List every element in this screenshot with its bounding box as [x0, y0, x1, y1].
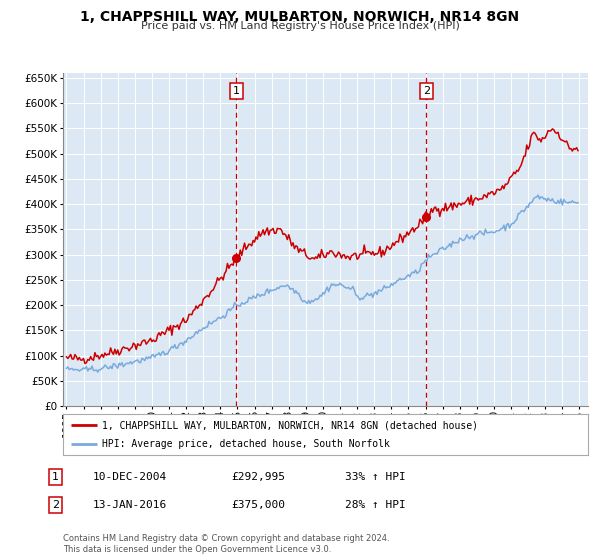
- Text: 1, CHAPPSHILL WAY, MULBARTON, NORWICH, NR14 8GN (detached house): 1, CHAPPSHILL WAY, MULBARTON, NORWICH, N…: [103, 421, 478, 430]
- Text: 10-DEC-2004: 10-DEC-2004: [93, 472, 167, 482]
- Text: 2: 2: [52, 500, 59, 510]
- Text: 2: 2: [422, 86, 430, 96]
- Text: 28% ↑ HPI: 28% ↑ HPI: [345, 500, 406, 510]
- Text: HPI: Average price, detached house, South Norfolk: HPI: Average price, detached house, Sout…: [103, 439, 390, 449]
- Text: £292,995: £292,995: [231, 472, 285, 482]
- Text: £375,000: £375,000: [231, 500, 285, 510]
- Text: 33% ↑ HPI: 33% ↑ HPI: [345, 472, 406, 482]
- Text: 1, CHAPPSHILL WAY, MULBARTON, NORWICH, NR14 8GN: 1, CHAPPSHILL WAY, MULBARTON, NORWICH, N…: [80, 10, 520, 24]
- Text: Price paid vs. HM Land Registry's House Price Index (HPI): Price paid vs. HM Land Registry's House …: [140, 21, 460, 31]
- Text: This data is licensed under the Open Government Licence v3.0.: This data is licensed under the Open Gov…: [63, 545, 331, 554]
- Text: Contains HM Land Registry data © Crown copyright and database right 2024.: Contains HM Land Registry data © Crown c…: [63, 534, 389, 543]
- Text: 1: 1: [52, 472, 59, 482]
- Text: 1: 1: [233, 86, 240, 96]
- Text: 13-JAN-2016: 13-JAN-2016: [93, 500, 167, 510]
